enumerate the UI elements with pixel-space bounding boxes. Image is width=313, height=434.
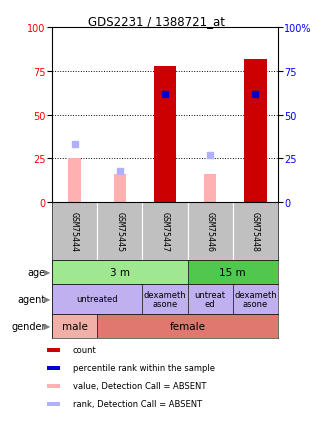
Text: dexameth
asone: dexameth asone [144,290,186,309]
Text: ▶: ▶ [44,322,50,331]
Bar [114,174,126,203]
Bar [47,366,60,370]
Bar [233,203,278,260]
Text: percentile rank within the sample: percentile rank within the sample [73,363,215,372]
Text: agent: agent [18,294,46,304]
Bar [97,203,142,260]
Bar [187,203,233,260]
Bar [47,348,60,352]
Bar [52,203,97,260]
Bar [187,284,233,314]
Bar [204,174,216,203]
Text: age: age [28,267,46,277]
Bar [233,284,278,314]
Text: GSM75448: GSM75448 [251,211,260,251]
Text: ▶: ▶ [44,295,50,304]
Text: count: count [73,345,96,355]
Bar [142,284,187,314]
Bar [52,284,142,314]
Text: dexameth
asone: dexameth asone [234,290,277,309]
Bar [52,314,97,338]
Text: male: male [62,321,88,331]
Text: ▶: ▶ [44,268,50,277]
Text: female: female [170,321,206,331]
Bar [244,59,267,203]
Text: value, Detection Call = ABSENT: value, Detection Call = ABSENT [73,381,206,390]
Text: 3 m: 3 m [110,267,130,277]
Bar [187,260,278,284]
Text: 15 m: 15 m [219,267,246,277]
Bar [68,159,81,203]
Bar [47,384,60,388]
Text: GSM75447: GSM75447 [161,211,170,251]
Text: gender: gender [11,321,46,331]
Text: GSM75445: GSM75445 [115,211,124,251]
Bar [47,402,60,406]
Text: rank, Detection Call = ABSENT: rank, Detection Call = ABSENT [73,399,202,408]
Bar [142,203,187,260]
Text: GSM75446: GSM75446 [206,211,215,251]
Bar [97,314,278,338]
Text: GDS2231 / 1388721_at: GDS2231 / 1388721_at [88,15,225,28]
Bar [154,66,176,203]
Text: untreated: untreated [76,295,118,304]
Text: GSM75444: GSM75444 [70,211,79,251]
Text: untreat
ed: untreat ed [195,290,226,309]
Bar [52,260,187,284]
